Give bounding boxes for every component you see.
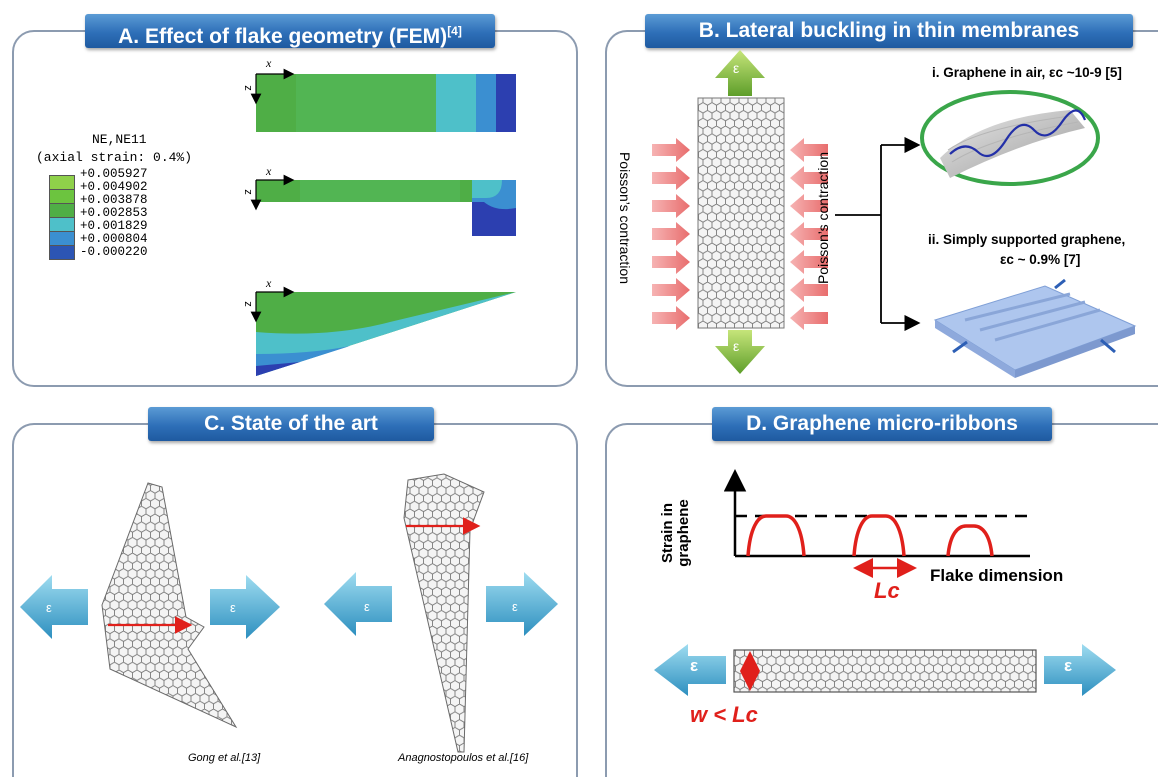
axis-x-label: x bbox=[266, 56, 272, 70]
fem-flake-triangular bbox=[250, 286, 516, 376]
citation-gong: Gong et al.[13] bbox=[188, 752, 261, 764]
legend-swatch bbox=[49, 245, 75, 260]
legend-value: +0.002853 bbox=[80, 206, 148, 220]
strain-profile-curve bbox=[746, 514, 806, 557]
panel-a-title-text: A. Effect of flake geometry (FEM) bbox=[118, 25, 448, 48]
y-axis-label: Strain in graphene bbox=[659, 488, 692, 578]
legend-values: +0.005927 +0.004902 +0.003878 +0.002853 … bbox=[80, 168, 148, 259]
panel-a-title: A. Effect of flake geometry (FEM)[4] bbox=[85, 14, 495, 48]
graphene-membrane-diagram bbox=[652, 50, 828, 374]
fem-flake-rectangular bbox=[250, 68, 516, 132]
legend-swatch bbox=[49, 175, 75, 189]
panel-a-ref: [4] bbox=[447, 24, 462, 38]
epsilon-label: ε bbox=[512, 599, 518, 614]
graphene-ribbon bbox=[733, 649, 1037, 693]
legend-swatch bbox=[49, 189, 75, 203]
case-i-label: i. Graphene in air, εc ~10-9 [5] bbox=[932, 65, 1122, 80]
epsilon-top: ε bbox=[733, 60, 740, 76]
epsilon-label: ε bbox=[364, 599, 370, 614]
legend-value: -0.000220 bbox=[80, 245, 148, 259]
strain-profile-plot bbox=[723, 469, 1030, 578]
width-label: w < Lc bbox=[690, 702, 758, 727]
lc-label: Lc bbox=[874, 578, 900, 604]
axis-x-label: x bbox=[266, 164, 272, 178]
anagnostopoulos-flake-shape bbox=[403, 473, 485, 753]
axis-z-label: z bbox=[241, 301, 254, 307]
epsilon-bottom: ε bbox=[733, 338, 740, 354]
strain-arrow-right bbox=[1044, 644, 1116, 696]
citation-anagnostopoulos: Anagnostopoulos et al.[16] bbox=[398, 752, 529, 764]
legend-swatch bbox=[49, 203, 75, 217]
poisson-label-right: Poisson’s contraction bbox=[815, 151, 831, 285]
epsilon-label: ε bbox=[1064, 656, 1073, 675]
panel-d-title: D. Graphene micro-ribbons bbox=[712, 407, 1052, 441]
axis-z-label: z bbox=[241, 85, 254, 91]
strain-arrow-left bbox=[20, 575, 88, 639]
gong-flake-shape bbox=[101, 482, 238, 729]
epsilon-label: ε bbox=[230, 600, 236, 615]
poisson-label-left: Poisson’s contraction bbox=[617, 151, 633, 285]
epsilon-label: ε bbox=[46, 600, 52, 615]
legend-value: +0.004902 bbox=[80, 180, 148, 194]
branch-arrows bbox=[835, 136, 921, 332]
axis-z-label: z bbox=[241, 189, 254, 195]
axis-x-label: x bbox=[266, 276, 272, 290]
case-ii-label-2: εc ~ 0.9% [7] bbox=[1000, 252, 1081, 267]
panel-b-title: B. Lateral buckling in thin membranes bbox=[645, 14, 1133, 48]
micro-ribbon-diagram bbox=[654, 644, 1116, 696]
flake-gong bbox=[20, 482, 280, 729]
graphene-in-air-image bbox=[920, 90, 1100, 186]
y-axis-label-1: Strain in bbox=[659, 503, 676, 564]
legend-title-1: NE,NE11 bbox=[92, 132, 147, 147]
legend-title-2: (axial strain: 0.4%) bbox=[36, 150, 193, 165]
graphene-membrane bbox=[697, 97, 785, 329]
strain-profile-curve bbox=[852, 514, 906, 557]
strain-color-legend bbox=[49, 175, 75, 260]
legend-swatch bbox=[49, 231, 75, 245]
flake-anagnostopoulos bbox=[324, 473, 558, 753]
y-axis-label-2: graphene bbox=[675, 499, 692, 567]
compression-arrows-left bbox=[652, 138, 690, 330]
tension-arrow-bottom bbox=[715, 330, 765, 374]
legend-value: +0.000804 bbox=[80, 232, 148, 246]
panel-c-title: C. State of the art bbox=[148, 407, 434, 441]
fem-flake-l-shaped bbox=[250, 174, 516, 236]
epsilon-label: ε bbox=[690, 656, 699, 675]
x-axis-label: Flake dimension bbox=[930, 566, 1064, 585]
tension-arrow-top bbox=[715, 50, 765, 96]
lc-label-text: Lc bbox=[874, 578, 900, 603]
strain-arrow-right bbox=[210, 575, 280, 639]
strain-arrow-right bbox=[486, 572, 558, 636]
legend-value: +0.001829 bbox=[80, 219, 148, 233]
case-ii-label-1: ii. Simply supported graphene, bbox=[928, 232, 1126, 247]
panel-d bbox=[605, 423, 1158, 777]
strain-profile-curve bbox=[946, 524, 994, 557]
simply-supported-graphene-image bbox=[933, 278, 1137, 378]
legend-value: +0.003878 bbox=[80, 193, 148, 207]
legend-swatch bbox=[49, 217, 75, 231]
strain-arrow-left bbox=[324, 572, 392, 636]
strain-arrow-left bbox=[654, 644, 726, 696]
compression-arrows-right bbox=[790, 138, 828, 330]
legend-value: +0.005927 bbox=[80, 167, 148, 181]
